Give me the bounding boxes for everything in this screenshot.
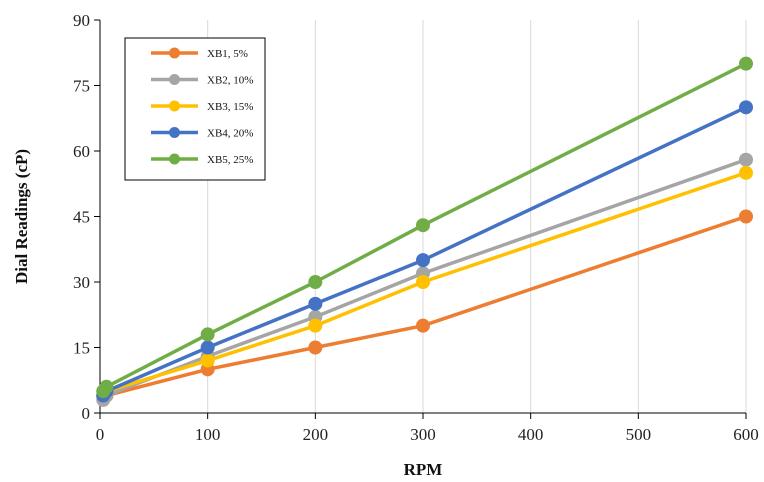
data-point <box>416 275 430 289</box>
y-axis-title: Dial Readings (cP) <box>12 149 31 284</box>
legend-item: XB4, 20% <box>151 127 253 140</box>
data-point <box>308 318 323 333</box>
data-point <box>739 152 753 167</box>
legend-swatch-marker <box>169 47 180 59</box>
series-3 <box>96 165 753 403</box>
legend-label: XB2, 10% <box>207 75 253 87</box>
x-tick-label: 500 <box>626 425 652 444</box>
y-tick-label: 60 <box>73 142 90 161</box>
axes <box>94 19 747 419</box>
legend-item: XB1, 5% <box>151 47 248 60</box>
series-5 <box>96 56 753 399</box>
data-point <box>99 379 114 394</box>
y-tick-label: 15 <box>73 339 90 358</box>
data-point <box>308 275 323 289</box>
data-point <box>739 56 753 71</box>
y-tick-label: 90 <box>73 11 90 30</box>
data-point <box>739 100 753 115</box>
legend-label: XB3, 15% <box>207 101 253 113</box>
x-axis-title: RPM <box>404 460 443 479</box>
legend-item: XB5, 25% <box>151 153 253 166</box>
x-tick-label: 0 <box>96 425 105 444</box>
x-tick-label: 200 <box>303 425 329 444</box>
data-point <box>200 353 215 368</box>
tick-labels: 0 15 30 45 60 75 90 0 100 200 300 400 500 600 <box>73 11 759 444</box>
series-line <box>103 214 747 398</box>
y-tick-label: 30 <box>73 273 90 292</box>
data-point <box>200 327 215 342</box>
legend-label: XB5, 25% <box>207 154 253 166</box>
x-tick-label: 400 <box>518 425 544 444</box>
data-point <box>308 296 323 311</box>
legend-label: XB4, 20% <box>207 128 253 140</box>
legend-item: XB2, 10% <box>151 74 253 87</box>
legend-box <box>124 37 266 181</box>
legend-label: XB1, 5% <box>207 48 248 60</box>
data-point <box>416 218 430 233</box>
data-point <box>416 318 430 333</box>
legend-swatch-marker <box>169 100 180 112</box>
legend-swatch-marker <box>169 74 180 85</box>
x-tick-label: 300 <box>410 425 436 444</box>
legend-swatch-marker <box>169 127 180 138</box>
legend-item: XB3, 15% <box>151 100 253 113</box>
legend-swatch-marker <box>169 153 180 165</box>
data-point <box>200 340 215 355</box>
series-layer <box>96 56 753 407</box>
data-point <box>308 340 323 355</box>
x-tick-label: 600 <box>733 425 759 444</box>
data-point <box>739 165 753 180</box>
y-tick-label: 75 <box>73 77 90 96</box>
y-tick-label: 45 <box>73 208 90 227</box>
x-tick-label: 100 <box>195 425 221 444</box>
data-point <box>739 209 753 224</box>
series-1 <box>96 209 753 403</box>
legend: XB1, 5% XB2, 10% XB3, 15% XB4, 20% XB5, 25% <box>124 37 266 181</box>
data-point <box>416 253 430 268</box>
y-tick-label: 0 <box>82 404 91 423</box>
